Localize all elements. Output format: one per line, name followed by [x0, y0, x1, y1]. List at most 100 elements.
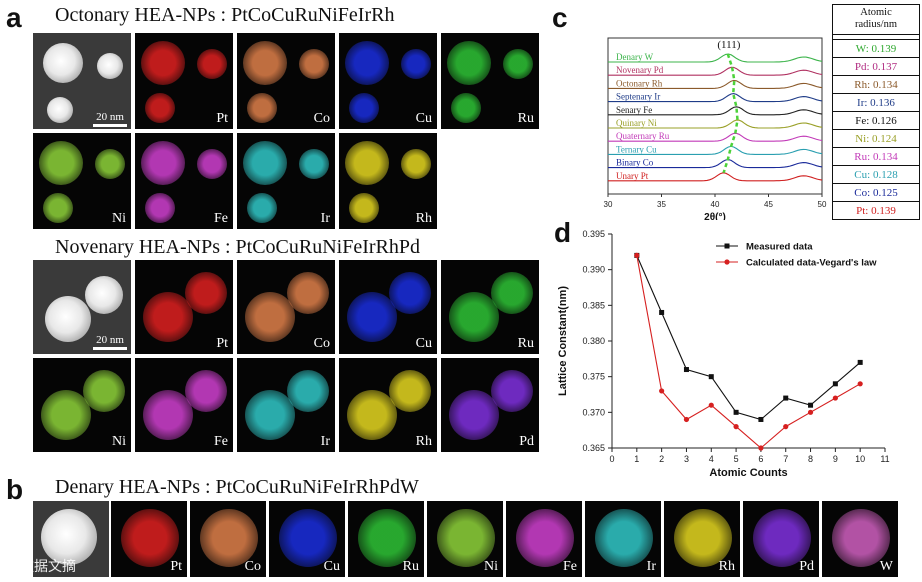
eds-label-cu: Cu	[415, 111, 432, 126]
data-point-calculated	[783, 424, 789, 430]
eds-map-co: Co	[237, 33, 335, 129]
eds-label-ir: Ir	[646, 559, 656, 574]
x-tick-label: 2	[659, 454, 664, 464]
atomic-radius-entry: Cu: 0.128	[833, 165, 919, 184]
panel-letter-b: b	[6, 474, 24, 505]
atomic-radius-entry: Ir: 0.136	[833, 93, 919, 112]
legend-marker	[724, 243, 730, 249]
x-tick-label: 5	[734, 454, 739, 464]
eds-label-ru: Ru	[517, 336, 534, 351]
eds-label-ir: Ir	[320, 211, 330, 226]
eds-label-co: Co	[313, 111, 330, 126]
xrd-series-label: Unary Pt	[616, 171, 649, 181]
data-point-measured	[832, 381, 838, 387]
legend-label: Calculated data-Vegard's law	[746, 258, 877, 269]
xrd-series-line	[608, 159, 823, 169]
atomic-radius-table: Atomic radius/nm W: 0.139 Pd: 0.137 Rh: 0.…	[832, 4, 920, 220]
eds-map-cu: Cu	[269, 501, 345, 577]
atomic-radius-entry: Pd: 0.137	[833, 57, 919, 76]
xrd-peak-label: (111)	[717, 39, 740, 51]
data-point-calculated	[659, 388, 665, 394]
eds-label-co: Co	[244, 559, 261, 574]
x-tick-label: 10	[855, 454, 865, 464]
eds-label-rh: Rh	[415, 434, 432, 449]
xrd-series-label: Septenary Ir	[616, 92, 660, 102]
xrd-series-line	[608, 66, 823, 76]
y-tick-label: 0.375	[582, 372, 605, 382]
eds-label-ru: Ru	[517, 111, 534, 126]
y-tick-label: 0.395	[582, 229, 605, 239]
eds-map-ir: Ir	[237, 358, 335, 452]
data-point-calculated	[832, 395, 838, 401]
xrd-series-label: Octonary Rh	[616, 78, 663, 88]
xrd-series-label: Quaternary Ru	[616, 131, 670, 141]
eds-map-pt: Pt	[111, 501, 187, 577]
eds-map-cu: Cu	[339, 260, 437, 354]
octonary-scale-bar: 20 nm	[93, 111, 127, 127]
data-point-measured	[783, 395, 789, 401]
atomic-radius-entry: Fe: 0.126	[833, 111, 919, 130]
xrd-chart: 30 35 40 45 50 2θ(°) (111) Denary W Novenary Pd O…	[604, 37, 827, 220]
xrd-x-tick-label: 30	[604, 200, 613, 209]
panel-letter-d: d	[554, 218, 571, 248]
eds-label-pd: Pd	[799, 559, 814, 574]
eds-map-ir: Ir	[237, 133, 335, 229]
novenary-title: Novenary HEA-NPs : PtCoCuRuNiFeIrRhPd	[55, 236, 421, 258]
xrd-series-line	[608, 79, 823, 89]
eds-label-ru: Ru	[402, 559, 419, 574]
series-line	[636, 255, 861, 449]
octonary-title: Octonary HEA-NPs : PtCoCuRuNiFeIrRh	[55, 4, 395, 26]
xrd-x-tick-label: 35	[657, 200, 666, 209]
eds-map-ni: Ni	[33, 133, 131, 229]
data-point-calculated	[733, 424, 739, 430]
data-point-measured	[733, 409, 739, 415]
x-tick-label: 9	[833, 454, 838, 464]
eds-label-fe: Fe	[214, 434, 228, 449]
atomic-radius-entry: Ru: 0.134	[833, 147, 919, 166]
eds-map-pt: Pt	[135, 33, 233, 129]
eds-map-fe: Fe	[135, 358, 233, 452]
eds-map-ru: Ru	[348, 501, 424, 577]
eds-map-ru: Ru	[441, 33, 539, 129]
eds-label-ni: Ni	[112, 434, 126, 449]
x-tick-label: 8	[808, 454, 813, 464]
x-tick-label: 6	[758, 454, 763, 464]
data-point-measured	[708, 374, 714, 380]
eds-label-co: Co	[313, 336, 330, 351]
eds-map-co: Co	[190, 501, 266, 577]
xrd-series-label: Ternary Cu	[616, 144, 657, 154]
xrd-series-label: Novenary Pd	[616, 65, 664, 75]
legend-label: Measured data	[746, 242, 813, 253]
xrd-series-line	[608, 119, 823, 129]
data-point-calculated	[857, 381, 863, 387]
eds-label-pt: Pt	[216, 111, 228, 126]
x-tick-label: 0	[609, 454, 614, 464]
x-tick-label: 7	[783, 454, 788, 464]
eds-label-ni: Ni	[484, 559, 498, 574]
xrd-peak-guide	[722, 53, 739, 174]
eds-map-ni: Ni	[33, 358, 131, 452]
y-tick-label: 0.365	[582, 443, 605, 453]
xrd-series-label: Binary Co	[616, 158, 654, 168]
denary-haadf-image	[33, 501, 109, 577]
eds-label-w: W	[879, 559, 893, 574]
octonary-haadf-image: 20 nm	[33, 33, 131, 129]
eds-map-pd: Pd	[441, 358, 539, 452]
panel-letter-a: a	[6, 2, 22, 33]
data-point-measured	[659, 309, 665, 315]
eds-map-ni: Ni	[427, 501, 503, 577]
y-axis-label: Lattice Constant(nm)	[557, 286, 569, 396]
data-point-measured	[808, 402, 814, 408]
y-tick-label: 0.370	[582, 407, 605, 417]
data-point-measured	[758, 416, 764, 422]
atomic-radius-header: Atomic radius/nm	[833, 7, 919, 35]
xrd-series-line	[608, 145, 823, 155]
eds-map-rh: Rh	[339, 358, 437, 452]
xrd-x-tick-label: 40	[711, 200, 720, 209]
x-tick-label: 3	[684, 454, 689, 464]
xrd-x-axis-label: 2θ(°)	[704, 212, 726, 220]
x-axis-label: Atomic Counts	[709, 467, 787, 478]
data-point-calculated	[634, 252, 640, 258]
novenary-scale-bar: 20 nm	[93, 334, 127, 350]
eds-map-rh: Rh	[664, 501, 740, 577]
